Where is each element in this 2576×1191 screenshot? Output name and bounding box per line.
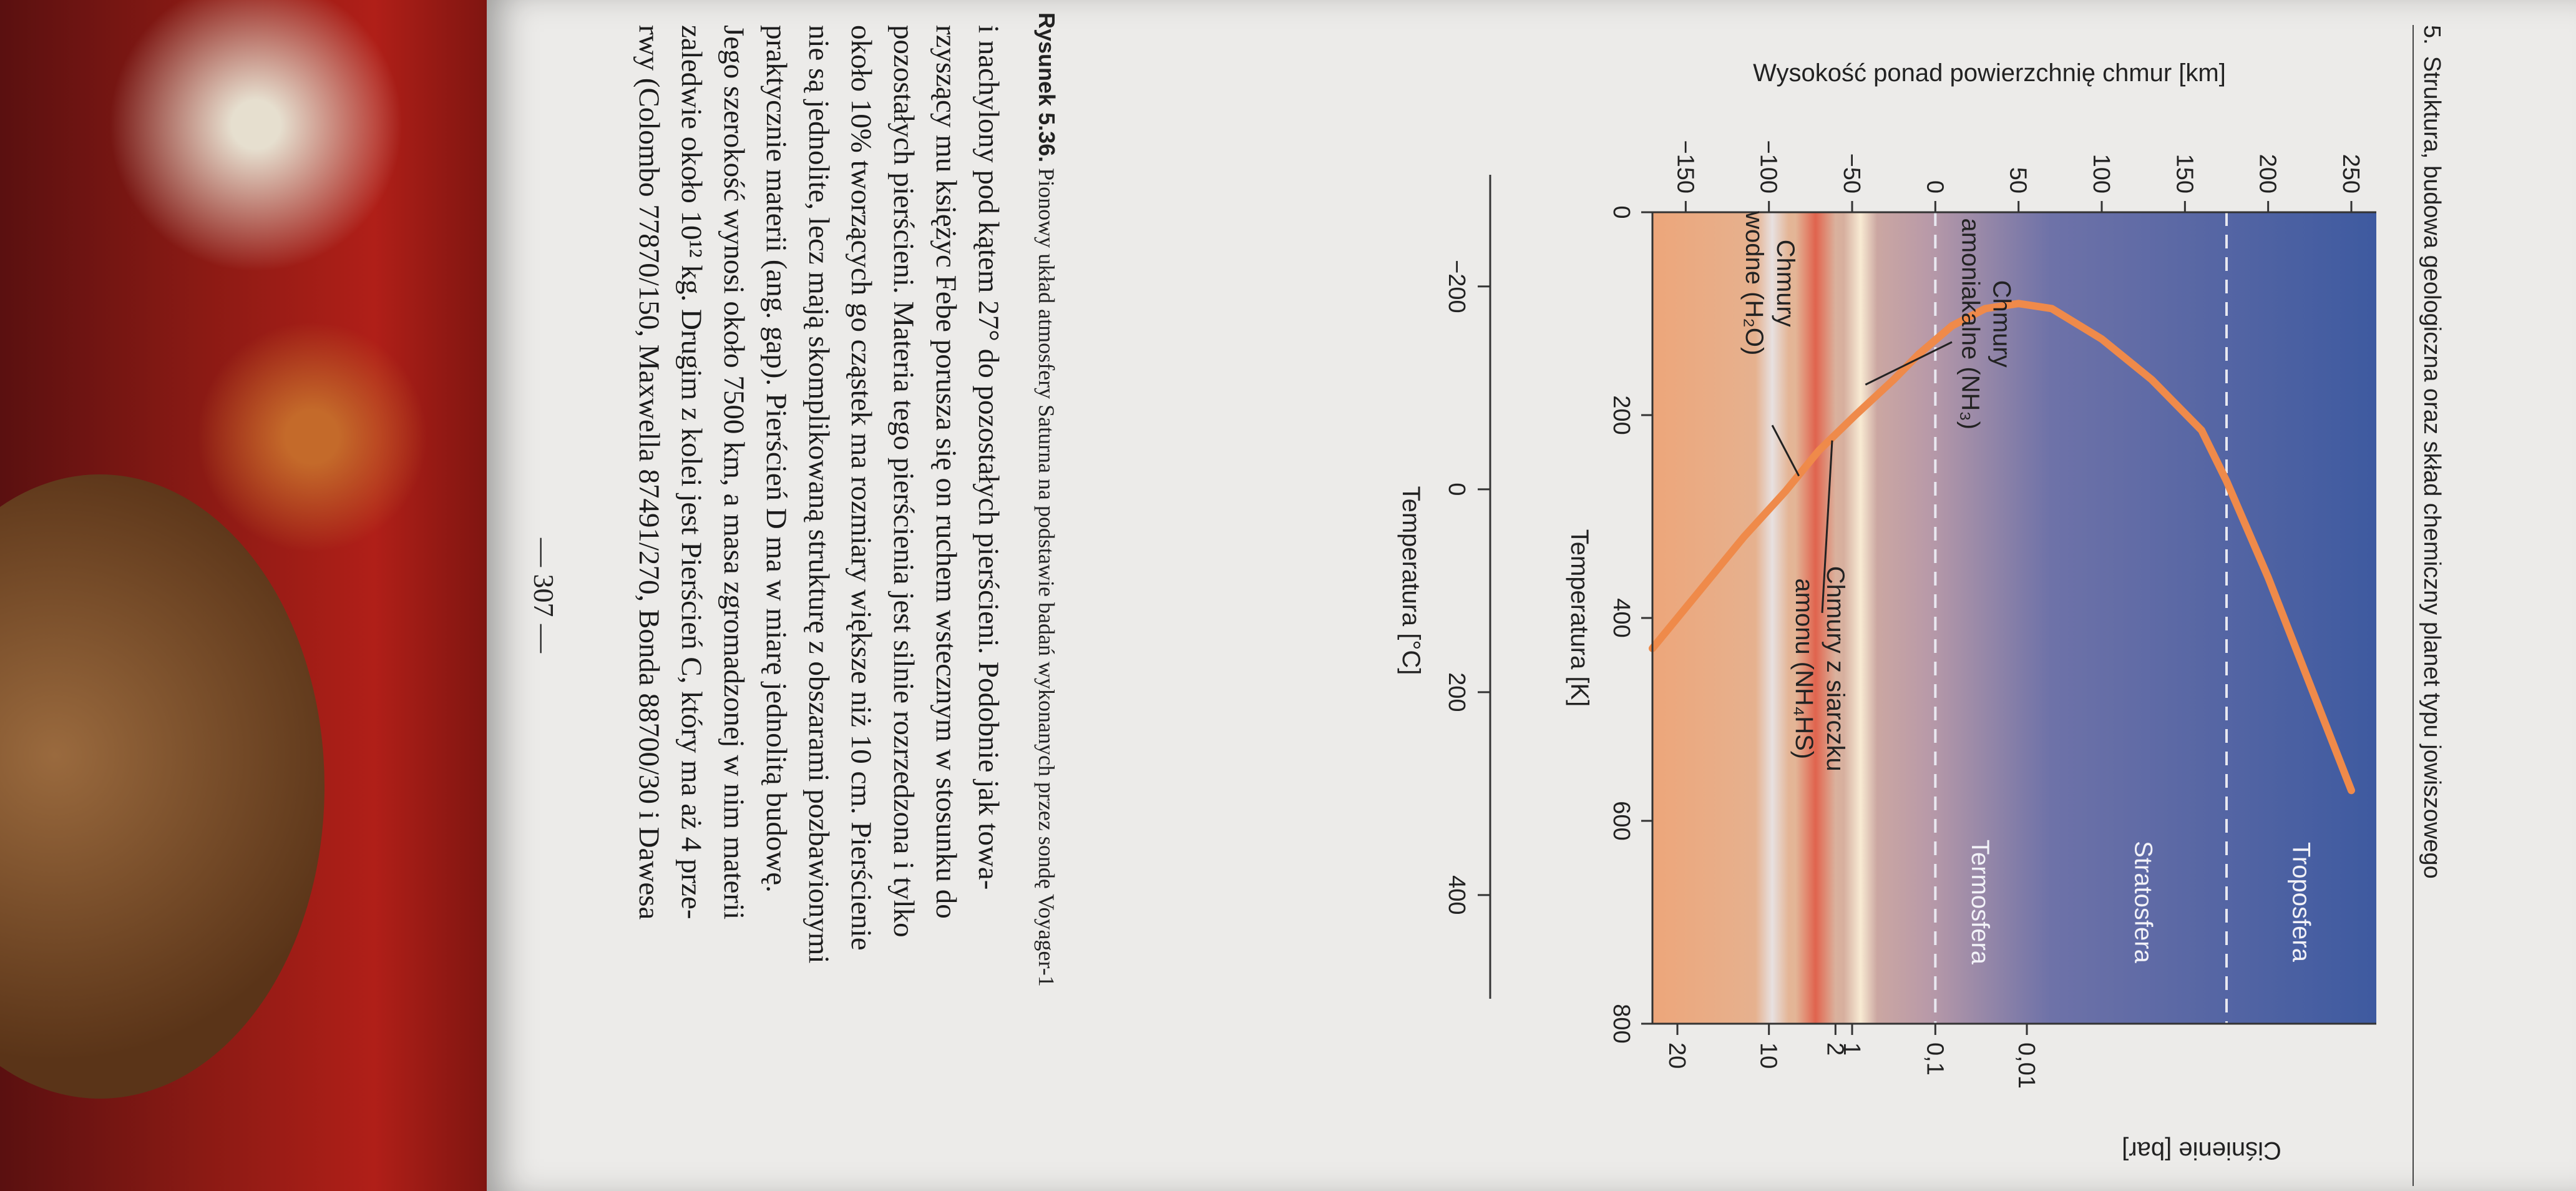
water-cloud-band xyxy=(1755,212,1789,1024)
background-red-packaging xyxy=(0,0,499,1191)
figure-title: 5. Struktura, budowa geologiczna oraz skł… xyxy=(2418,25,2445,879)
x-tick-label: 400 xyxy=(1608,598,1634,637)
ammonium-cloud-leader xyxy=(1821,440,1833,613)
book-page: 5. Struktura, budowa geologiczna oraz skł… xyxy=(487,0,2576,1191)
celsius-axis-title: Temperatura [°C] xyxy=(1397,486,1425,675)
y-tick-label: 200 xyxy=(2255,154,2281,194)
celsius-tick-label: −200 xyxy=(1443,260,1470,313)
pressure-tick-label: 20 xyxy=(1664,1042,1690,1069)
ammonium-hydrosulfide-band xyxy=(1795,212,1836,1024)
layer-label-termosfera: Termosfera xyxy=(1966,840,1994,965)
atmosphere-chart: 250200150100500−50−100−1500200400600800T… xyxy=(1397,59,2376,1164)
pressure-axis-title: Ciśnienie [bar] xyxy=(2122,1137,2281,1164)
pressure-tick-label: 0,1 xyxy=(1921,1042,1948,1076)
y-tick-label: 250 xyxy=(2338,154,2364,194)
celsius-tick-label: 200 xyxy=(1443,672,1470,712)
y-tick-label: 50 xyxy=(2005,167,2031,194)
background-pattern xyxy=(187,312,437,562)
body-text: i nachylony pod kątem 27° do pozostałych… xyxy=(628,25,1010,1167)
ammonia-cloud-label: Chmury xyxy=(1988,280,2016,368)
y-axis-title: Wysokość ponad powierzchnię chmur [km] xyxy=(1753,59,2226,87)
pressure-tick-label: 1 xyxy=(1838,1042,1865,1056)
caption-text: Pionowy układ atmosfery Saturna na podst… xyxy=(1034,168,1059,987)
body-line: praktycznie materii (ang. gap). Pierście… xyxy=(760,25,793,893)
ammonia-cloud-leader xyxy=(1865,341,1953,386)
ammonia-cloud-label: amoniakalne (NH₃) xyxy=(1957,218,1984,429)
x-tick-label: 600 xyxy=(1608,801,1634,840)
water-cloud-label: wodne (H₂O) xyxy=(1740,210,1768,355)
figure-caption: Rysunek 5.36. Pionowy układ atmosfery Sa… xyxy=(1033,12,1060,1174)
y-tick-label: 100 xyxy=(2088,154,2114,194)
layer-label-troposfera: Troposfera xyxy=(2288,842,2315,963)
title-rule xyxy=(2413,25,2414,1186)
pressure-tick-label: 10 xyxy=(1755,1042,1782,1069)
water-cloud-label: Chmury xyxy=(1772,240,1799,327)
celsius-tick-label: 0 xyxy=(1443,483,1470,496)
x-axis-title: Temperatura [K] xyxy=(1566,529,1593,707)
body-line: zaledwie około 10¹² kg. Drugim z kolei j… xyxy=(675,25,708,919)
figure-number: 5. xyxy=(2419,25,2445,45)
y-tick-label: 150 xyxy=(2171,154,2197,194)
x-tick-label: 200 xyxy=(1608,395,1634,434)
figure-title-text: Struktura, budowa geologiczna oraz skład… xyxy=(2419,56,2445,879)
celsius-tick-label: 400 xyxy=(1443,875,1470,914)
page-number: — 307 — xyxy=(528,538,560,653)
background-cookie xyxy=(0,474,324,1099)
ammonium-cloud-label: Chmury z siarczku xyxy=(1822,566,1849,772)
pressure-tick-label: 0,01 xyxy=(2013,1042,2039,1089)
pressure-tick-label: 2 xyxy=(1822,1042,1848,1056)
body-line: nie są jednolite, lecz mają skomplikowan… xyxy=(803,25,835,964)
layer-label-stratosfera: Stratosfera xyxy=(2129,841,2157,963)
body-line: rzyszący mu księżyc Febe porusza się on … xyxy=(930,25,962,919)
x-tick-label: 0 xyxy=(1608,205,1634,218)
y-tick-label: −150 xyxy=(1672,140,1698,194)
body-line: rwy (Colombo 77870/150, Maxwella 87491/2… xyxy=(633,25,665,920)
temperature-curve xyxy=(1649,300,2355,795)
x-tick-label: 800 xyxy=(1608,1004,1634,1043)
body-line: około 10% tworzących go cząstek ma rozmi… xyxy=(845,25,877,951)
background-stripe xyxy=(100,0,412,312)
body-line: Jego szerokość wynosi około 7500 km, a m… xyxy=(718,25,750,920)
ammonium-cloud-label: amonu (NH₄HS) xyxy=(1790,578,1818,759)
body-line: pozostałych pierścieni. Materia tego pie… xyxy=(887,25,920,938)
body-line: i nachylony pod kątem 27° do pozostałych… xyxy=(972,25,1005,890)
caption-prefix: Rysunek 5.36. xyxy=(1034,12,1060,163)
y-tick-label: −100 xyxy=(1755,140,1782,194)
y-tick-label: 0 xyxy=(1921,180,1948,194)
page-content: 5. Struktura, budowa geologiczna oraz skł… xyxy=(487,0,2576,1191)
y-tick-label: −50 xyxy=(1838,154,1865,194)
water-cloud-leader xyxy=(1771,424,1800,477)
